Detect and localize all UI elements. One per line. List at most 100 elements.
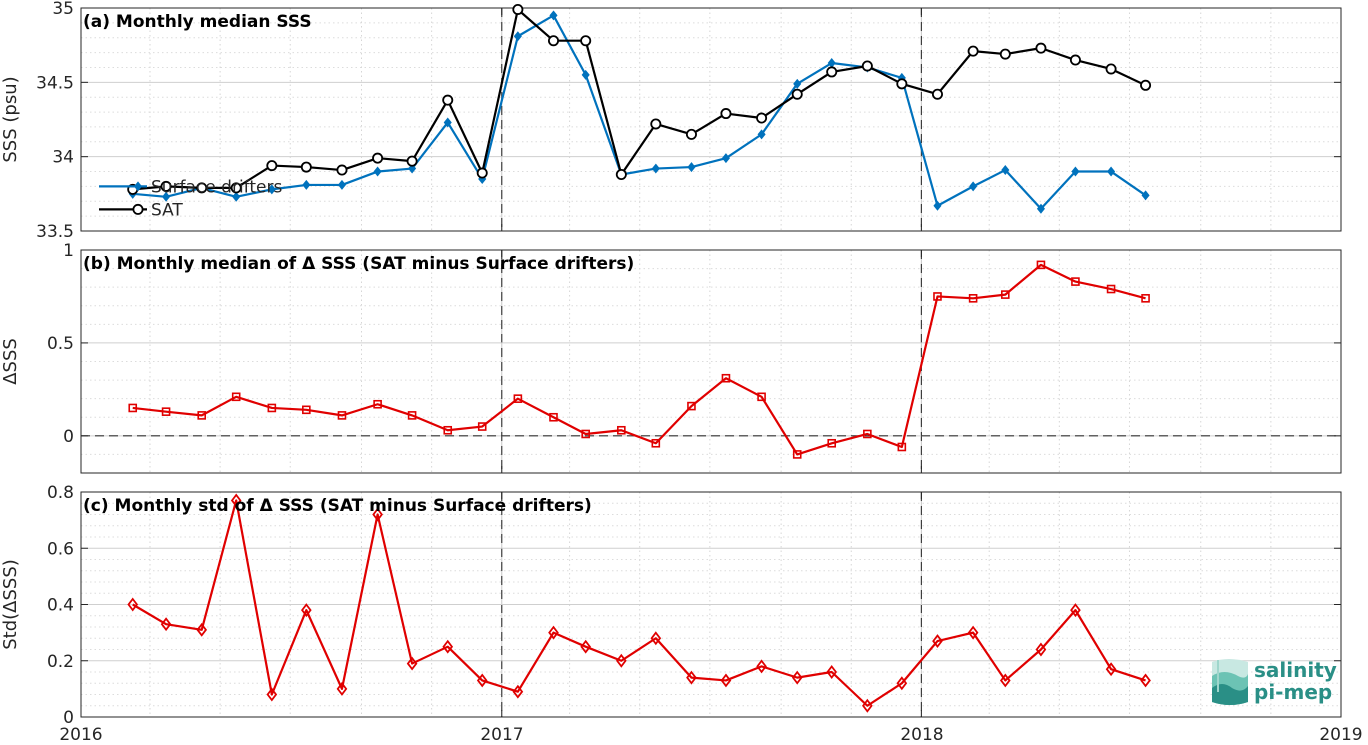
data-point: [1107, 166, 1116, 177]
data-point: [302, 179, 311, 190]
data-point: [999, 673, 1011, 688]
y-tick-label: 0: [63, 427, 74, 447]
x-axis-tick-labels: 2016 2017 2018 2019: [59, 725, 1362, 745]
data-point: [302, 405, 311, 415]
y-tick-label: 35: [52, 0, 74, 19]
x-tick-label: 2019: [1319, 725, 1362, 745]
data-point: [549, 10, 558, 21]
data-point: [756, 659, 767, 674]
data-point: [266, 687, 278, 702]
data-point: [826, 665, 838, 679]
data-point: [1105, 63, 1117, 75]
data-point: [407, 411, 417, 420]
data-point: [1071, 277, 1080, 286]
data-point: [196, 182, 208, 194]
data-point: [863, 429, 872, 439]
legend-label: Surface drifters: [151, 177, 282, 197]
data-point: [232, 191, 241, 202]
data-point: [1141, 294, 1150, 303]
data-point: [999, 48, 1011, 60]
series-line: [132, 499, 1146, 707]
chart-panel-2: 0 0.5 1 ΔSSS (b) Monthly median of Δ SSS (SA…: [0, 241, 1342, 474]
axes-frame: [80, 249, 1342, 474]
data-point: [1105, 662, 1117, 677]
data-point: [408, 163, 417, 174]
data-point: [1070, 603, 1081, 618]
data-point: [196, 622, 208, 637]
data-point: [933, 292, 942, 301]
data-point: [512, 684, 524, 699]
data-point: [1069, 54, 1081, 66]
data-point: [477, 422, 487, 431]
data-point: [1036, 203, 1045, 214]
data-point: [967, 45, 979, 57]
data-point: [650, 118, 662, 130]
data-point: [372, 507, 383, 522]
data-point: [581, 69, 590, 80]
data-point: [300, 161, 312, 173]
data-point: [720, 108, 732, 120]
data-point: [1001, 290, 1010, 299]
data-point: [897, 442, 907, 452]
data-point: [373, 166, 382, 177]
y-tick-label: 0.5: [47, 334, 74, 354]
y-tick-label: 33.5: [36, 222, 74, 242]
data-point: [160, 180, 172, 192]
logo-line1: salinity: [1254, 658, 1337, 682]
data-point: [687, 162, 696, 173]
data-point: [1140, 673, 1151, 688]
data-point: [373, 399, 382, 409]
data-point: [967, 625, 979, 640]
data-point: [791, 88, 803, 100]
data-point: [969, 181, 978, 192]
series-sat: [127, 3, 1152, 195]
data-point: [476, 167, 488, 179]
data-point: [615, 653, 627, 668]
series-line: [132, 14, 1147, 210]
data-point: [757, 392, 766, 402]
axes-frame: [80, 7, 1342, 232]
data-point: [791, 670, 803, 685]
data-point: [442, 639, 454, 654]
data-point: [685, 128, 697, 140]
data-point: [651, 163, 660, 174]
data-point: [615, 169, 627, 181]
y-tick-label: 34: [52, 148, 74, 168]
logo-line2: pi-mep: [1254, 680, 1332, 704]
y-tick-label: 0.8: [47, 483, 74, 503]
data-point: [162, 191, 171, 202]
data-point: [442, 94, 454, 106]
data-point: [720, 673, 732, 688]
data-point: [933, 200, 942, 211]
data-point: [230, 493, 242, 508]
y-axis-label: SSS (psu): [0, 76, 21, 162]
y-tick-label: 0.2: [47, 652, 74, 672]
data-point: [231, 392, 241, 402]
data-point: [336, 164, 348, 176]
data-point: [337, 179, 347, 190]
data-point: [1036, 260, 1046, 270]
data-point: [896, 78, 908, 90]
y-axis-label: Std(ΔSSS): [0, 559, 21, 650]
x-tick-label: 2018: [900, 725, 943, 745]
y-tick-label: 0.4: [47, 596, 74, 616]
plot-area: [81, 8, 1341, 231]
salinity-pi-mep-logo: salinity pi-mep: [1212, 658, 1337, 705]
chart-panel-3: 0 0.2 0.4 0.6 0.8 Std(ΔSSS) (c) Monthly std of…: [0, 483, 1342, 728]
data-point: [300, 603, 312, 618]
data-point: [826, 66, 838, 78]
data-point: [1140, 79, 1152, 91]
legend-label: SAT: [151, 200, 183, 220]
data-point: [406, 656, 418, 671]
data-point: [792, 450, 802, 459]
data-point: [443, 425, 453, 435]
data-point: [931, 88, 943, 100]
data-point: [161, 407, 171, 416]
data-point: [650, 631, 662, 646]
data-point: [337, 411, 347, 420]
y-tick-label: 34.5: [36, 73, 74, 93]
data-point: [968, 294, 978, 303]
data-point: [197, 411, 207, 420]
x-tick-label: 2017: [480, 725, 523, 745]
